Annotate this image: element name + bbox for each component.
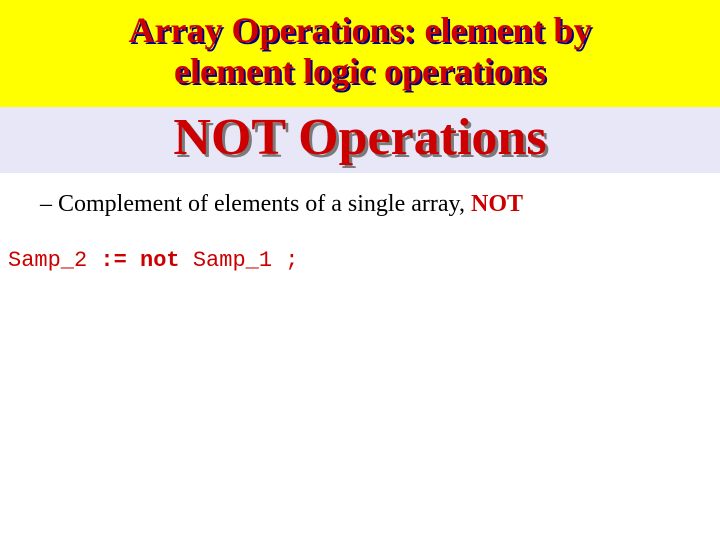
slide-title: Array Operations: element by element log…	[129, 10, 592, 93]
title-band: Array Operations: element by element log…	[0, 0, 720, 107]
bullet-dash: –	[40, 191, 58, 217]
title-line-2: element logic operations	[174, 51, 546, 91]
code-rhs: Samp_1 ;	[180, 248, 299, 273]
bullet-row: – Complement of elements of a single arr…	[0, 173, 720, 218]
bullet-text: Complement of elements of a single array…	[58, 191, 471, 217]
code-assign: :=	[100, 248, 140, 273]
subtitle-band: NOT Operations	[0, 107, 720, 174]
title-line-1: Array Operations: element by	[129, 10, 592, 50]
code-lhs: Samp_2	[8, 248, 100, 273]
bullet-emphasis: NOT	[471, 191, 523, 217]
code-row: Samp_2 := not Samp_1 ;	[0, 218, 720, 273]
code-keyword-not: not	[140, 248, 180, 273]
subtitle: NOT Operations	[173, 111, 546, 166]
